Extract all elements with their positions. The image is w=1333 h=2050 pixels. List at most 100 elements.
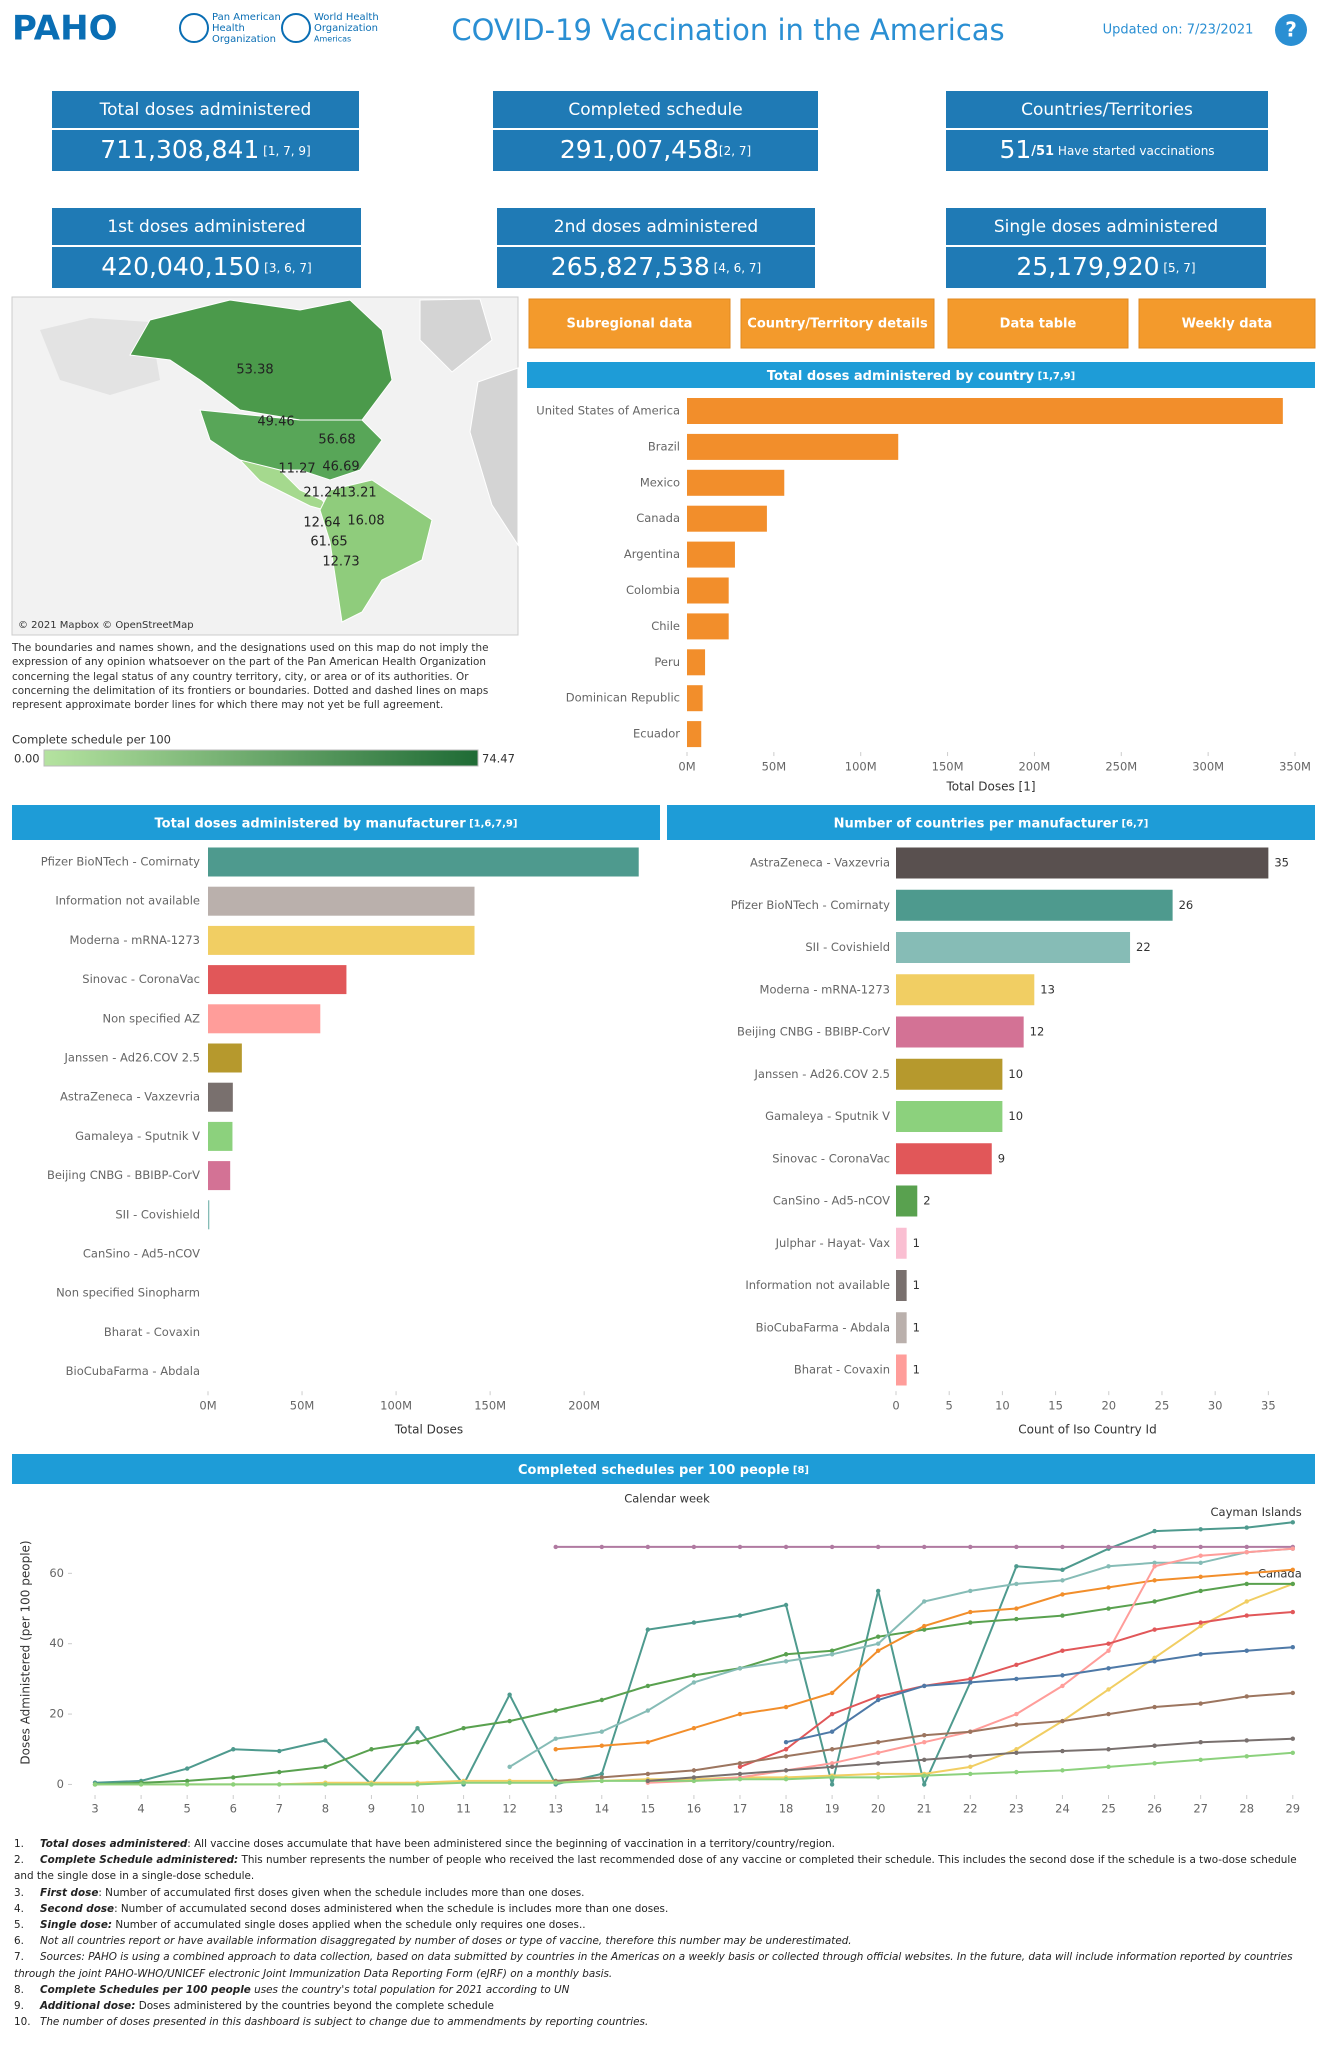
series-point xyxy=(829,1711,835,1717)
chart-header xyxy=(527,362,1315,388)
kpi-title-box xyxy=(497,208,815,245)
x-tick-label: 11 xyxy=(456,1802,471,1816)
series-point xyxy=(645,1740,651,1745)
org-line: Organization xyxy=(314,23,378,34)
bar xyxy=(896,1058,1003,1090)
category-label: Sinovac - CoronaVac xyxy=(82,972,200,986)
series-point xyxy=(1060,1648,1065,1653)
note-term: Additional dose: xyxy=(40,2000,136,2013)
series-point xyxy=(1244,1754,1249,1759)
category-label: SII - Covishield xyxy=(115,1207,200,1221)
footnote: 2. Complete Schedule administered: This n… xyxy=(14,1852,1314,1884)
category-label: AstraZeneca - Vaxzevria xyxy=(60,1090,200,1104)
series-point xyxy=(783,1659,789,1664)
series-point xyxy=(737,1764,743,1770)
series-point xyxy=(1106,1666,1111,1671)
series-point xyxy=(1290,1645,1295,1650)
nav-button[interactable] xyxy=(947,298,1129,349)
series-point xyxy=(737,1666,743,1671)
category-label: Gamaleya - Sputnik V xyxy=(75,1129,200,1143)
series-point xyxy=(553,1544,558,1550)
series-point xyxy=(553,1736,558,1741)
note-term: Complete Schedules per 100 people xyxy=(40,1983,251,1996)
bar xyxy=(896,1143,992,1175)
category-label: Janssen - Ad26.COV 2.5 xyxy=(64,1051,200,1065)
series-point xyxy=(1244,1544,1249,1550)
bar xyxy=(208,1200,210,1230)
bar xyxy=(687,541,735,568)
nav-button[interactable] xyxy=(1138,298,1316,349)
series-point xyxy=(507,1692,512,1697)
kpi-suffix: /51 xyxy=(1031,144,1054,159)
series-point xyxy=(184,1778,190,1784)
series-point xyxy=(829,1761,835,1766)
x-tick-label: 6 xyxy=(230,1802,237,1816)
series-point xyxy=(1244,1648,1249,1653)
series-point xyxy=(599,1771,604,1777)
help-icon[interactable]: ? xyxy=(1285,18,1297,42)
series-point xyxy=(968,1680,973,1685)
series-label: Canada xyxy=(1258,1566,1302,1580)
nav-button-label[interactable]: Subregional data xyxy=(567,317,693,332)
series-point xyxy=(1244,1581,1249,1587)
series-point xyxy=(1290,1520,1295,1525)
series-point xyxy=(553,1780,558,1785)
kpi-refs: [4, 6, 7] xyxy=(710,261,761,275)
series-point xyxy=(1198,1757,1203,1763)
category-label: CanSino - Ad5-nCOV xyxy=(773,1194,890,1208)
kpi-value: 711,308,841 xyxy=(100,135,259,164)
help-button[interactable] xyxy=(1275,14,1307,46)
x-tick-label: 20 xyxy=(1101,1399,1116,1413)
series-point xyxy=(875,1775,881,1780)
series-point xyxy=(553,1708,558,1713)
series-point xyxy=(277,1748,282,1754)
series-point xyxy=(875,1648,881,1653)
page-title: COVID-19 Vaccination in the Americas xyxy=(451,13,1004,47)
series-point xyxy=(922,1757,927,1763)
bar xyxy=(208,847,639,877)
series-point xyxy=(1014,1662,1019,1668)
series-point xyxy=(1152,1599,1157,1604)
x-tick-label: 29 xyxy=(1285,1802,1300,1816)
series-point xyxy=(1152,1578,1157,1583)
series-point xyxy=(323,1738,328,1743)
data-label: 1 xyxy=(913,1236,920,1250)
nav-button-label[interactable]: Country/Territory details xyxy=(747,317,928,332)
note-term: Complete Schedule administered: xyxy=(40,1854,239,1867)
nav-button-label[interactable]: Data table xyxy=(1000,317,1077,332)
series-point xyxy=(1060,1748,1065,1754)
note-txt: : Number of accumulated first doses give… xyxy=(98,1886,585,1899)
series-point xyxy=(323,1782,328,1787)
note-num: 3. xyxy=(14,1886,24,1899)
map-label: 61.65 xyxy=(310,535,347,550)
series-point xyxy=(1106,1544,1111,1550)
bar xyxy=(896,1016,1024,1048)
kpi-title: Single doses administered xyxy=(994,217,1218,237)
series-point xyxy=(1198,1701,1203,1706)
x-tick-label: 25 xyxy=(1155,1399,1170,1413)
bar xyxy=(896,1227,907,1259)
note-num: 7. xyxy=(14,1951,24,1964)
x-tick-label: 15 xyxy=(641,1802,656,1816)
chart-header xyxy=(12,1454,1315,1484)
chart-header xyxy=(12,805,660,840)
x-tick-label: 300M xyxy=(1192,760,1224,774)
category-label: Mexico xyxy=(640,475,680,489)
x-tick-label: 200M xyxy=(568,1399,600,1413)
bar xyxy=(896,1101,1003,1132)
kpi-value-box xyxy=(946,130,1268,171)
data-label: 26 xyxy=(1179,898,1194,912)
category-label: Pfizer BioNTech - Comirnaty xyxy=(41,855,200,869)
nav-button[interactable] xyxy=(528,298,731,349)
kpi-value-box xyxy=(52,130,359,171)
series-point xyxy=(645,1627,651,1632)
series-label: Cayman Islands xyxy=(1211,1505,1302,1519)
series-point xyxy=(92,1782,98,1787)
series-point xyxy=(783,1747,789,1752)
logo: PAHO xyxy=(12,9,117,49)
x-tick-label: 23 xyxy=(1009,1802,1024,1816)
nav-button-label[interactable]: Weekly data xyxy=(1182,317,1273,332)
x-tick-label: 20 xyxy=(871,1802,886,1816)
category-label: Bharat - Covaxin xyxy=(794,1363,890,1377)
nav-button[interactable] xyxy=(740,298,935,349)
